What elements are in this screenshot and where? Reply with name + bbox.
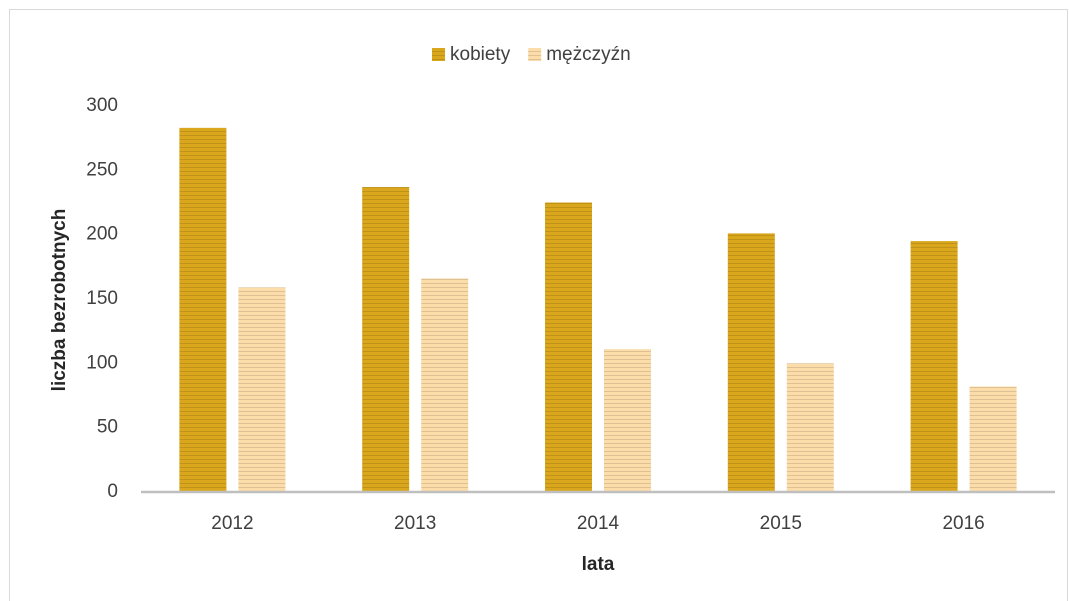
bar [545, 202, 592, 492]
x-tick-label: 2014 [577, 513, 620, 534]
x-tick-label: 2012 [211, 513, 253, 534]
bar [604, 349, 651, 492]
y-tick-label: 250 [86, 159, 118, 180]
y-tick-label: 150 [86, 288, 118, 309]
y-axis-title: liczba bezrobotnych [49, 209, 70, 392]
x-tick-label: 2013 [394, 513, 436, 534]
bar [786, 363, 834, 492]
x-tick-label: 2016 [942, 513, 984, 534]
y-tick-label: 0 [107, 481, 118, 502]
bar [179, 127, 227, 492]
bar [969, 386, 1017, 492]
legend-swatch [432, 48, 445, 61]
x-axis-title: lata [582, 554, 615, 575]
x-tick-label: 2015 [760, 513, 802, 534]
bar [238, 287, 286, 492]
bar [910, 241, 958, 492]
chart-border [9, 9, 1068, 601]
y-tick-label: 200 [86, 224, 118, 245]
y-tick-label: 300 [86, 95, 118, 116]
y-tick-label: 100 [86, 352, 118, 373]
legend-swatch [528, 48, 542, 61]
y-tick-label: 50 [97, 417, 118, 438]
bar [362, 187, 410, 492]
bar [421, 278, 469, 492]
bar [727, 233, 775, 492]
legend-label: kobiety [450, 44, 511, 65]
legend-label: mężczyźn [546, 44, 630, 65]
